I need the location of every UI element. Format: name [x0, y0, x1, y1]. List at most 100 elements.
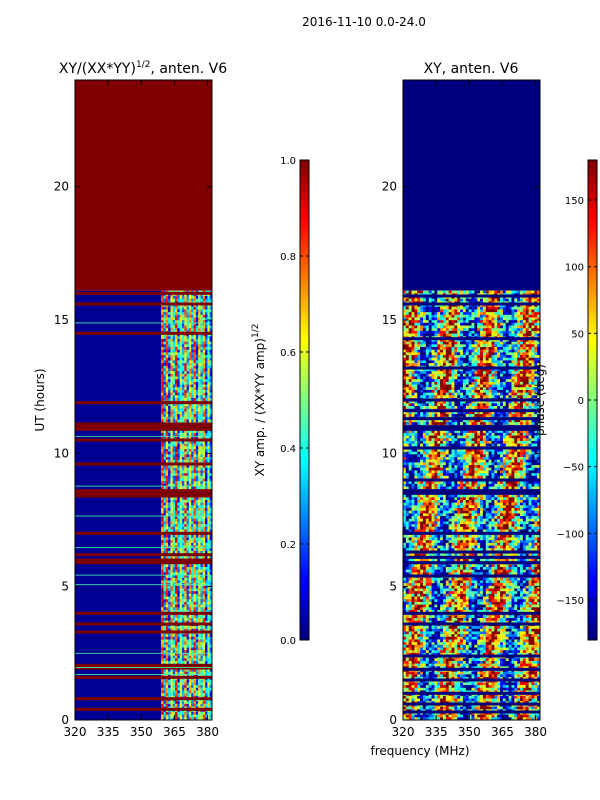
- heatmap-cell: [205, 604, 208, 608]
- heatmap-cell: [422, 330, 427, 334]
- heatmap-cell: [179, 298, 183, 302]
- saturated-row: [75, 707, 212, 711]
- heatmap-cell: [522, 330, 527, 334]
- heatmap-cell: [500, 306, 504, 310]
- heatmap-cell: [448, 330, 452, 334]
- heatmap-cell: [485, 347, 490, 351]
- heatmap-cell: [207, 567, 211, 571]
- heatmap-cell: [177, 569, 181, 573]
- heatmap-cell: [191, 521, 194, 525]
- heatmap-cell: [186, 473, 190, 477]
- heatmap-cell: [172, 403, 176, 407]
- heatmap-cell: [437, 330, 441, 334]
- heatmap-cell: [168, 473, 171, 477]
- heatmap-cell: [193, 585, 197, 589]
- heatmap-cell: [445, 344, 450, 348]
- heatmap-cell: [442, 338, 447, 343]
- heatmap-cell: [207, 306, 211, 310]
- heatmap-cell: [422, 347, 427, 351]
- heatmap-cell: [161, 524, 164, 528]
- heatmap-cell: [175, 569, 178, 573]
- heatmap-cell: [420, 306, 424, 310]
- faint-row: [75, 667, 212, 668]
- heatmap-cell: [170, 639, 174, 643]
- heatmap-cell: [442, 306, 447, 310]
- heatmap-cell: [186, 435, 190, 439]
- heatmap-cell: [202, 658, 206, 662]
- heatmap-cell: [209, 524, 213, 528]
- heatmap-cell: [161, 419, 164, 423]
- heatmap-cell: [414, 363, 418, 367]
- heatmap-cell: [172, 320, 176, 324]
- heatmap-cell: [520, 333, 524, 337]
- heatmap-cell: [200, 408, 204, 412]
- heatmap-cell: [460, 328, 464, 332]
- heatmap-cell: [170, 671, 174, 675]
- heatmap-cell: [198, 443, 201, 447]
- heatmap-cell: [207, 505, 211, 509]
- heatmap-cell: [408, 314, 412, 318]
- heatmap-cell: [170, 481, 174, 485]
- heatmap-cell: [465, 341, 470, 345]
- heatmap-cell: [181, 577, 185, 581]
- heatmap-cell: [193, 398, 197, 402]
- heatmap-cell: [431, 344, 435, 348]
- heatmap-cell: [205, 483, 208, 487]
- heatmap-cell: [465, 330, 470, 334]
- heatmap-cell: [198, 639, 201, 643]
- heatmap-cell: [168, 454, 171, 458]
- heatmap-cell: [177, 591, 181, 595]
- heatmap-cell: [161, 432, 164, 436]
- heatmap-cell: [198, 483, 201, 487]
- heatmap-cell: [193, 368, 197, 372]
- heatmap-cell: [474, 341, 478, 345]
- heatmap-cell: [511, 355, 515, 359]
- heatmap-cell: [191, 596, 194, 600]
- heatmap-cell: [191, 690, 194, 694]
- heatmap-cell: [200, 620, 204, 624]
- heatmap-cell: [403, 357, 407, 361]
- heatmap-cell: [500, 290, 504, 294]
- heatmap-cell: [198, 499, 201, 504]
- heatmap-cell: [468, 330, 472, 334]
- heatmap-cell: [184, 647, 187, 651]
- heatmap-cell: [525, 320, 529, 324]
- heatmap-cell: [411, 317, 415, 321]
- heatmap-cell: [508, 290, 512, 294]
- heatmap-cell: [488, 349, 492, 353]
- heatmap-cell: [428, 355, 432, 359]
- heatmap-cell: [172, 682, 176, 686]
- heatmap-cell: [195, 443, 199, 447]
- heatmap-cell: [170, 567, 174, 571]
- heatmap-cell: [193, 473, 197, 477]
- heatmap-cell: [184, 550, 187, 555]
- heatmap-cell: [195, 414, 199, 418]
- heatmap-cell: [177, 703, 181, 707]
- heatmap-cell: [202, 338, 206, 343]
- heatmap-cell: [170, 314, 174, 318]
- heatmap-cell: [451, 304, 455, 308]
- heatmap-cell: [511, 322, 515, 326]
- heatmap-cell: [165, 336, 169, 340]
- heatmap-cell: [184, 499, 187, 504]
- heatmap-cell: [195, 596, 199, 600]
- heatmap-cell: [186, 349, 190, 353]
- heatmap-cell: [417, 338, 421, 343]
- heatmap-cell: [505, 363, 510, 367]
- heatmap-cell: [200, 701, 204, 705]
- heatmap-cell: [207, 486, 211, 490]
- heatmap-cell: [202, 524, 206, 528]
- heatmap-cell: [184, 607, 187, 611]
- heatmap-cell: [170, 355, 174, 359]
- heatmap-cell: [165, 411, 169, 415]
- heatmap-cell: [195, 588, 199, 592]
- heatmap-cell: [200, 636, 204, 640]
- heatmap-cell: [471, 312, 475, 316]
- heatmap-cell: [207, 679, 211, 683]
- heatmap-cell: [462, 352, 467, 356]
- heatmap-cell: [172, 446, 176, 450]
- heatmap-cell: [528, 317, 532, 321]
- heatmap-cell: [209, 371, 213, 375]
- heatmap-cell: [205, 379, 208, 383]
